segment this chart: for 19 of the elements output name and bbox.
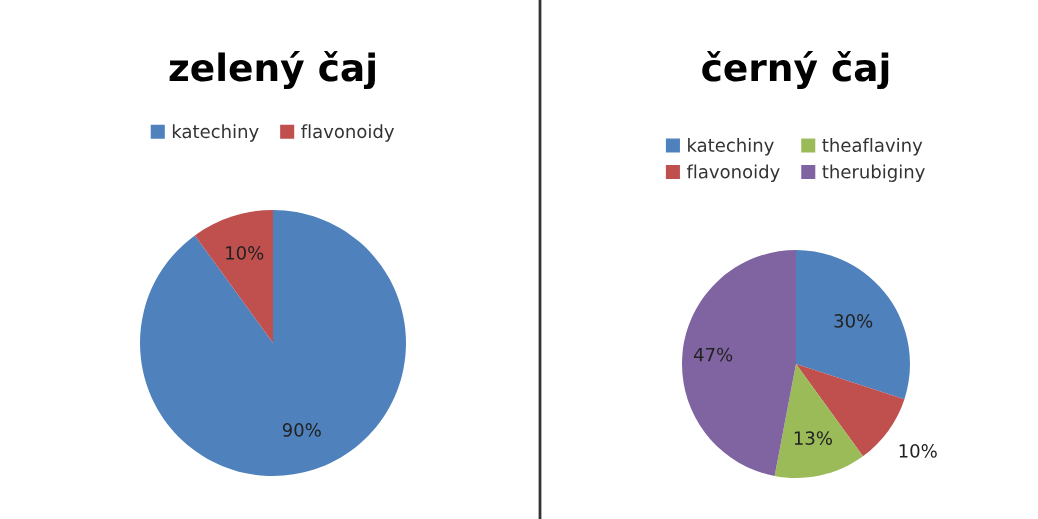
- legend-label: flavonoidy: [686, 164, 780, 182]
- data-label: 10%: [226, 246, 264, 260]
- pie-slice: [140, 210, 406, 476]
- legend-label: theaflaviny: [822, 138, 923, 156]
- data-label: 10%: [899, 444, 937, 458]
- data-label: 13%: [794, 431, 832, 445]
- legend-label: katechiny: [688, 138, 774, 156]
- legend-label: therubiginy: [822, 164, 925, 182]
- legend-label: katechiny: [172, 124, 259, 142]
- data-label: 90%: [282, 423, 321, 437]
- chart-title: černý čaj: [702, 50, 889, 90]
- data-label: 30%: [834, 314, 873, 328]
- pie-slice: [682, 250, 796, 476]
- data-label: 47%: [693, 347, 733, 362]
- chart-title: zelený čaj: [169, 50, 375, 90]
- pie-slice: [796, 250, 910, 400]
- pie-slice: [774, 364, 864, 478]
- legend-label: flavonoidy: [301, 124, 395, 142]
- pie-slice: [194, 210, 273, 343]
